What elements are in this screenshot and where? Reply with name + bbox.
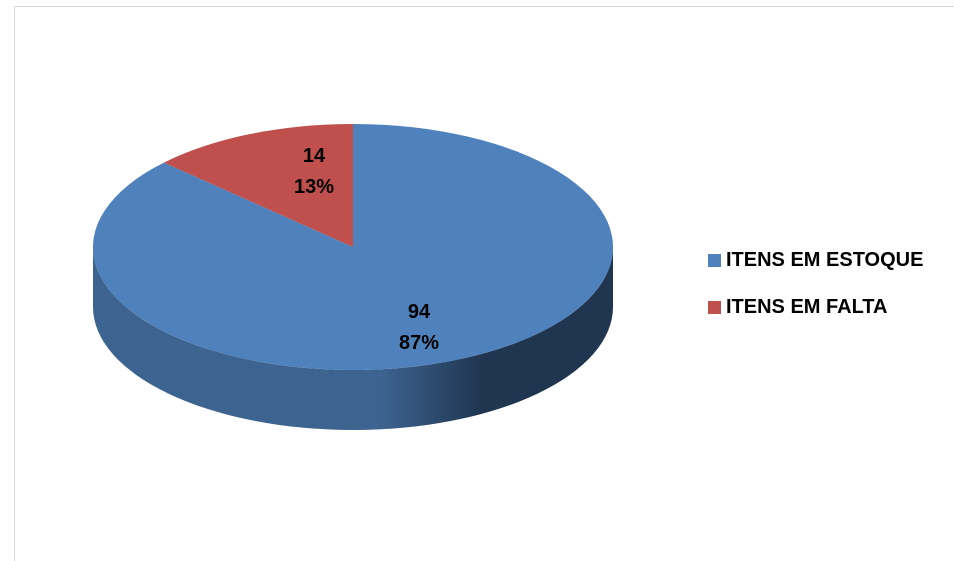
chart-frame	[14, 6, 954, 561]
data-label-percent-estoque: 87%	[399, 332, 439, 354]
legend-label-estoque: ITENS EM ESTOQUE	[726, 248, 924, 271]
legend-item-estoque: ITENS EM ESTOQUE	[708, 248, 923, 272]
pie-side-estoque	[93, 247, 613, 430]
pie-data-labels: 94 87% 14 13%	[294, 145, 439, 354]
data-label-value-estoque: 94	[408, 301, 431, 323]
data-label-percent-falta: 13%	[294, 176, 334, 198]
legend: ITENS EM ESTOQUE ITENS EM FALTA	[708, 248, 923, 342]
pie-slice-estoque	[93, 124, 613, 370]
legend-item-falta: ITENS EM FALTA	[708, 295, 923, 319]
data-label-value-falta: 14	[303, 145, 326, 167]
pie-slice-falta	[163, 124, 353, 247]
legend-swatch-falta	[708, 300, 721, 314]
pie-side-wall	[93, 247, 613, 430]
legend-swatch-estoque	[708, 253, 721, 267]
pie-top-face	[93, 124, 613, 370]
legend-label-falta: ITENS EM FALTA	[726, 295, 888, 318]
